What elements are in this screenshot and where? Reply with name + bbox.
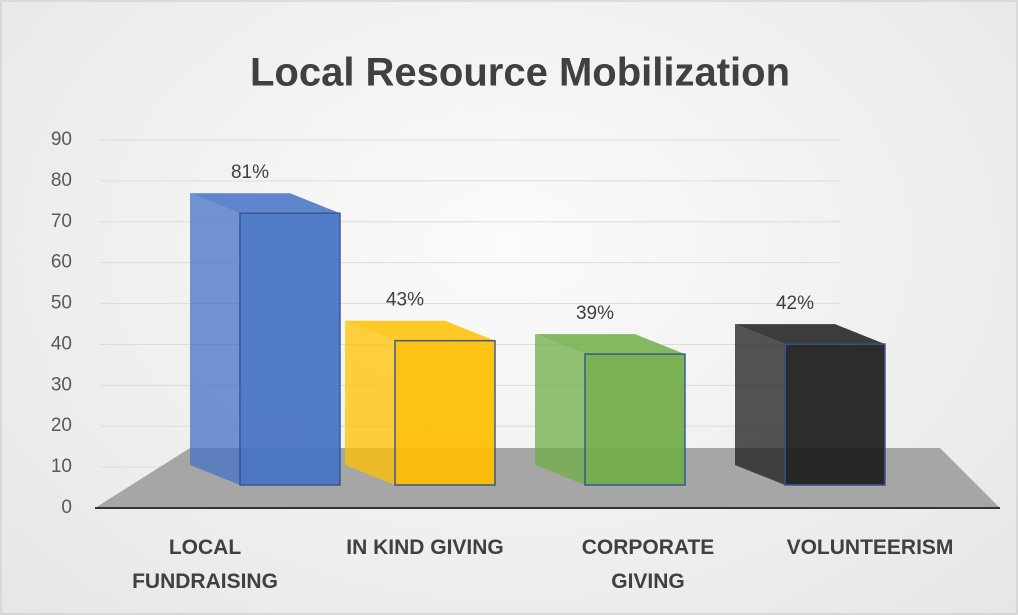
data-label: 39%	[576, 303, 614, 324]
x-tick-label: VOLUNTEERISM	[786, 536, 954, 559]
bar	[584, 353, 686, 486]
bar-side	[535, 334, 585, 485]
y-tick-label: 50	[51, 293, 72, 314]
data-label: 43%	[386, 290, 424, 311]
y-tick-label: 70	[51, 211, 72, 232]
y-tick-label: 20	[51, 415, 72, 436]
bar	[394, 339, 496, 486]
bar	[784, 343, 886, 486]
bar-side	[735, 324, 785, 485]
bar-top	[190, 193, 340, 214]
y-tick-label: 60	[51, 252, 72, 273]
bar-top	[345, 320, 495, 341]
data-label: 42%	[776, 293, 814, 314]
bar	[239, 212, 341, 486]
bar-side	[190, 193, 240, 485]
x-tick-label: IN KIND GIVING	[346, 536, 504, 559]
y-tick-label: 0	[61, 497, 72, 518]
chart-title: Local Resource Mobilization	[250, 51, 790, 95]
bar-top	[535, 334, 685, 355]
y-tick-label: 90	[51, 129, 72, 150]
bar-side	[345, 320, 395, 485]
x-tick-label: LOCAL FUNDRAISING	[132, 536, 278, 593]
y-tick-label: 40	[51, 333, 72, 354]
data-label: 81%	[231, 162, 269, 183]
x-tick-label: CORPORATE GIVING	[581, 536, 715, 593]
y-tick-label: 10	[51, 456, 72, 477]
y-tick-label: 80	[51, 170, 72, 191]
y-tick-label: 30	[51, 374, 72, 395]
bar-top	[735, 324, 885, 345]
